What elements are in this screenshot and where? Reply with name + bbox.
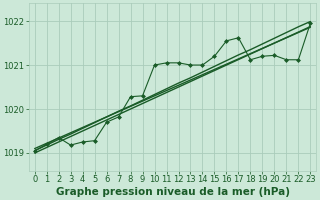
X-axis label: Graphe pression niveau de la mer (hPa): Graphe pression niveau de la mer (hPa) [55, 187, 290, 197]
